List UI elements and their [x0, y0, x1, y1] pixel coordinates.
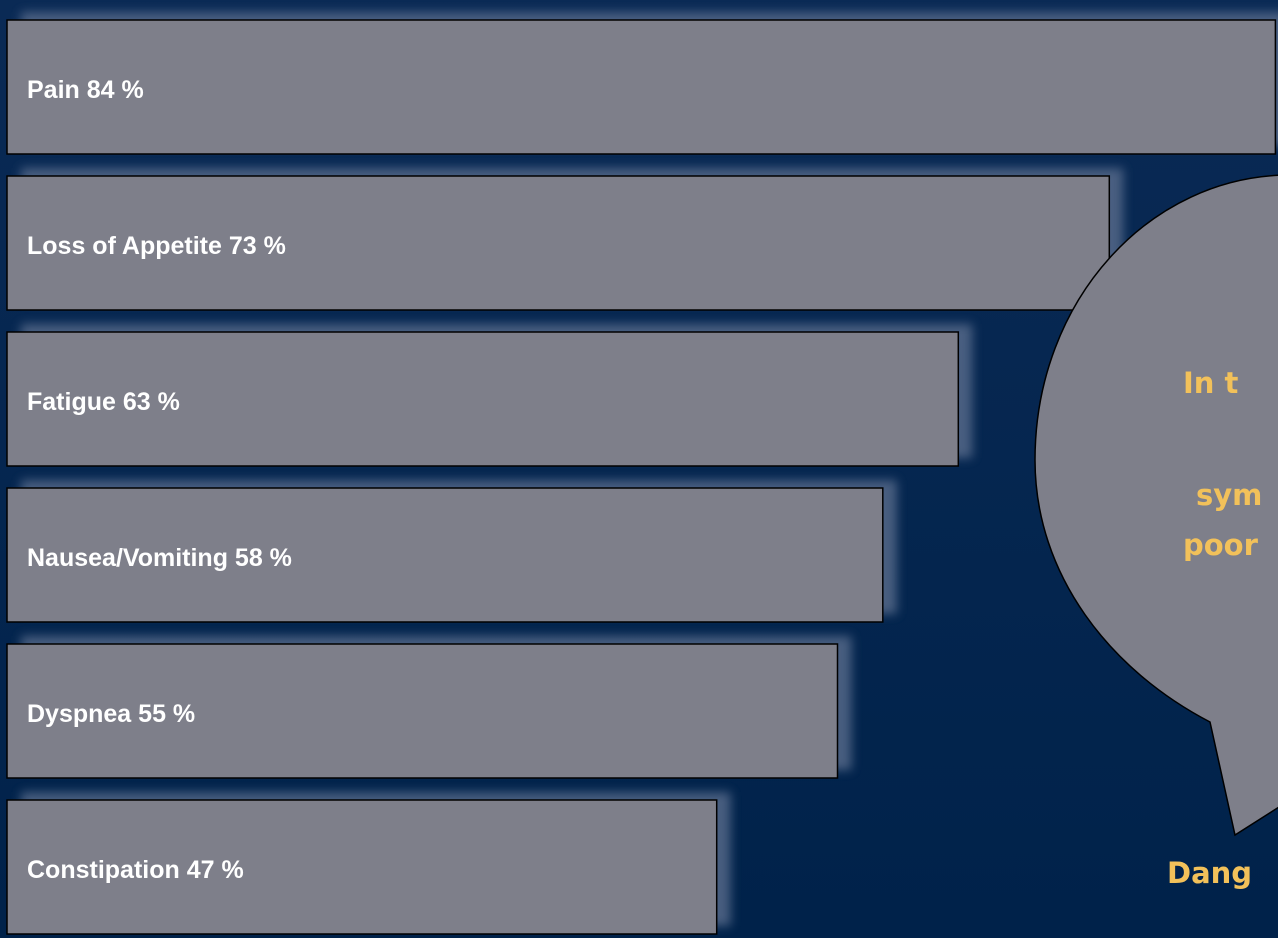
bar-label: Pain 84 %	[27, 76, 144, 104]
bar-label: Fatigue 63 %	[27, 388, 180, 416]
value-label: 73 %	[229, 232, 286, 260]
value-label: 63 %	[123, 388, 180, 416]
category-label: Constipation	[27, 856, 180, 884]
value-label: 55 %	[138, 700, 195, 728]
bar-label: Dyspnea 55 %	[27, 700, 195, 728]
bar-label: Nausea/Vomiting 58 %	[27, 544, 292, 572]
bar	[6, 175, 1111, 311]
bar	[6, 19, 1277, 155]
bar-label: Constipation 47 %	[27, 856, 244, 884]
annotation: In t	[1183, 366, 1239, 400]
category-label: Dyspnea	[27, 700, 132, 728]
category-label: Fatigue	[27, 388, 116, 416]
annotation: sym	[1196, 478, 1262, 512]
value-label: 47 %	[187, 856, 244, 884]
bar	[6, 331, 960, 467]
bar	[6, 643, 839, 779]
value-label: 84 %	[87, 76, 144, 104]
annotation: Dang	[1167, 856, 1252, 890]
bar-label: Loss of Appetite 73 %	[27, 232, 286, 260]
category-label: Loss of Appetite	[27, 232, 222, 260]
value-label: 58 %	[235, 544, 292, 572]
bubble-shape	[1034, 174, 1278, 837]
category-label: Pain	[27, 76, 80, 104]
bars: Pain 84 % Loss of Appetite 73 % Fatigue 63…	[6, 12, 1278, 935]
speech-bubble	[1034, 174, 1278, 837]
category-label: Nausea/Vomiting	[27, 544, 228, 572]
bar	[6, 487, 884, 623]
bubble-text: In t sym poor Dang	[1167, 366, 1262, 890]
bar	[6, 799, 718, 935]
annotation: poor	[1183, 528, 1259, 562]
